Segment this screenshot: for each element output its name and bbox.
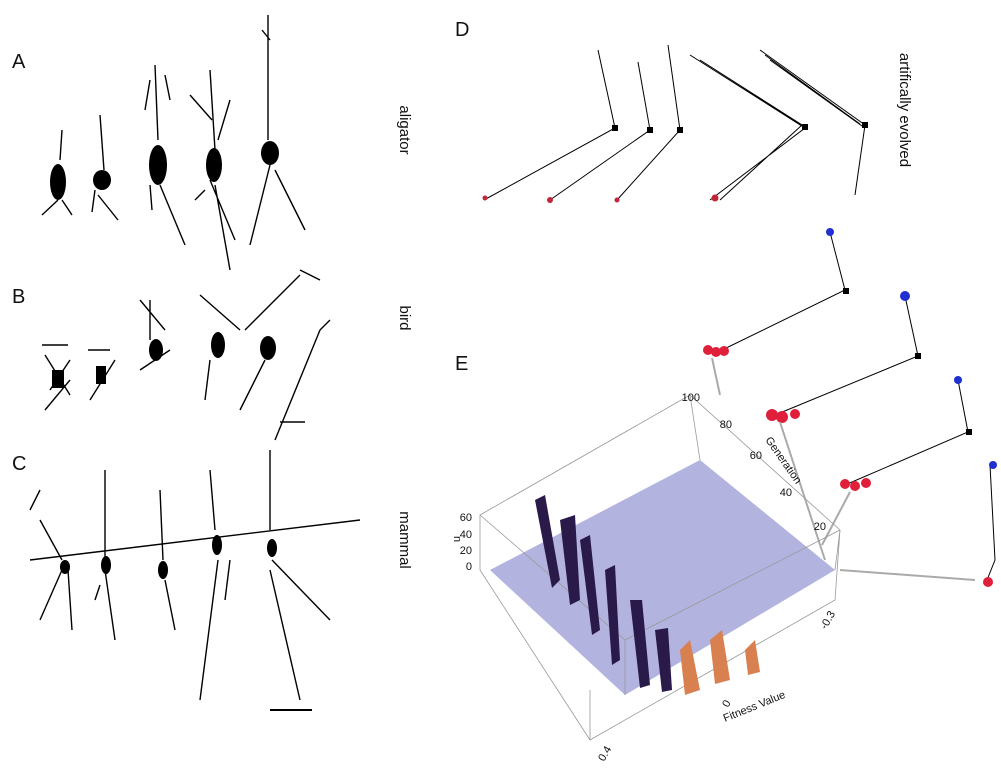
panel-label: C bbox=[12, 453, 26, 475]
panel-label: B bbox=[12, 286, 25, 308]
tick-label: 40 bbox=[780, 487, 792, 499]
panel-label: A bbox=[12, 51, 26, 73]
trees-d bbox=[483, 45, 869, 203]
neurons-a bbox=[42, 15, 305, 270]
species-label: mammal bbox=[396, 511, 413, 569]
tick-label: -0.3 bbox=[818, 609, 838, 631]
species-label: bird bbox=[396, 305, 413, 330]
tick-label: 20 bbox=[814, 521, 826, 533]
tick-label: 60 bbox=[460, 512, 472, 524]
figure: A B C D E aligator bird mammal artifical… bbox=[0, 0, 1001, 768]
tick-label: 0 bbox=[466, 561, 472, 573]
tick-label: 20 bbox=[460, 545, 472, 557]
neurons-c bbox=[30, 320, 360, 710]
tick-label: 100 bbox=[682, 392, 700, 404]
panel-label: D bbox=[455, 19, 469, 41]
species-label: aligator bbox=[396, 105, 413, 154]
axis-label: n bbox=[451, 536, 463, 542]
tick-label: 80 bbox=[720, 419, 732, 431]
tick-label: 60 bbox=[750, 450, 762, 462]
neurons-b bbox=[42, 270, 320, 422]
tick-label: 0 bbox=[720, 698, 733, 709]
panel-label: E bbox=[455, 353, 468, 375]
surface-plot bbox=[480, 395, 840, 740]
tick-label: 0.4 bbox=[596, 744, 614, 763]
evolved-label: artifically evolved bbox=[896, 53, 913, 167]
